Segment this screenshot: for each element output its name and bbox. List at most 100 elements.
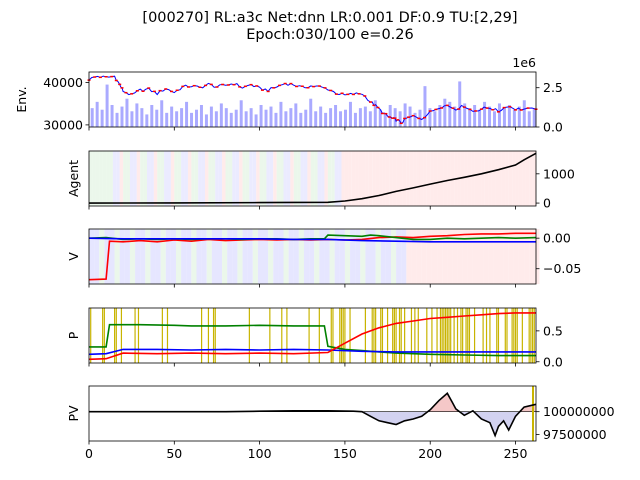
background-band — [431, 229, 438, 284]
background-band — [252, 229, 258, 284]
volume-bar — [314, 111, 318, 127]
background-band — [143, 151, 148, 206]
axis-offset-label: 1e6 — [512, 55, 536, 70]
volume-bar — [378, 109, 382, 127]
volume-bar — [289, 108, 293, 127]
background-band — [534, 229, 540, 284]
volume-bar — [249, 108, 253, 127]
volume-bar — [110, 105, 114, 127]
background-band — [194, 151, 199, 206]
background-band — [341, 151, 345, 206]
background-band — [483, 229, 489, 284]
volume-bar — [219, 103, 223, 127]
chart-title-line1: [000270] RL:a3c Net:dnn LR:0.001 DF:0.9 … — [142, 10, 517, 26]
volume-bar — [100, 109, 104, 127]
background-band — [237, 229, 243, 284]
volume-bar — [224, 108, 228, 127]
background-band — [293, 151, 298, 206]
background-band — [396, 229, 402, 284]
background-band — [222, 229, 228, 284]
background-band — [276, 151, 281, 206]
background-band — [174, 151, 178, 206]
background-band — [515, 151, 519, 206]
volume-bar — [473, 105, 477, 127]
background-band — [355, 151, 359, 206]
background-band — [129, 229, 136, 284]
volume-bar — [398, 111, 402, 127]
background-band — [344, 151, 349, 206]
background-band — [278, 229, 284, 284]
background-band — [319, 229, 325, 284]
volume-bar — [443, 98, 447, 127]
volume-bar — [259, 105, 263, 127]
background-band — [256, 151, 260, 206]
background-band — [493, 229, 499, 284]
background-band — [447, 151, 451, 206]
background-band — [314, 151, 318, 206]
volume-bar — [125, 98, 129, 127]
background-band — [232, 229, 238, 284]
background-band — [116, 151, 120, 206]
background-band — [252, 151, 257, 206]
background-band — [370, 229, 376, 284]
background-band — [164, 151, 168, 206]
background-band — [365, 229, 371, 284]
background-band — [317, 151, 322, 206]
volume-bar — [348, 101, 352, 127]
volume-bar — [145, 114, 149, 127]
background-band — [129, 151, 134, 206]
volume-bar — [388, 105, 392, 127]
volume-bar — [254, 114, 258, 127]
background-band — [399, 151, 403, 206]
background-band — [512, 151, 516, 206]
volume-bar — [497, 103, 501, 127]
background-band — [227, 229, 233, 284]
background-band — [196, 229, 202, 284]
volume-bar — [532, 108, 536, 127]
volume-bar — [403, 103, 407, 127]
background-band — [273, 229, 279, 284]
volume-bar — [199, 105, 203, 127]
background-band — [437, 151, 441, 206]
background-band — [477, 229, 484, 284]
background-band — [245, 151, 250, 206]
background-band — [477, 151, 482, 206]
background-band — [503, 229, 509, 284]
background-band — [297, 151, 301, 206]
y-axis-label: Env. — [14, 86, 29, 112]
series-line-pv-0 — [89, 392, 537, 438]
background-band — [290, 151, 294, 206]
background-band — [145, 229, 151, 284]
volume-bar — [130, 111, 134, 127]
background-band — [348, 151, 352, 206]
pv-loss-area — [89, 411, 536, 436]
background-band — [104, 229, 110, 284]
background-band — [361, 151, 366, 206]
background-band — [177, 151, 182, 206]
background-band — [155, 229, 161, 284]
y-axis-label: P — [66, 331, 81, 339]
background-band — [309, 229, 315, 284]
volume-bar — [448, 101, 452, 127]
background-band — [232, 151, 236, 206]
background-band — [505, 151, 509, 206]
background-band — [360, 229, 366, 284]
background-band — [406, 229, 412, 284]
background-band — [508, 229, 514, 284]
background-band — [259, 151, 264, 206]
volume-bar — [120, 106, 124, 127]
background-band — [488, 229, 494, 284]
volume-bar — [229, 112, 233, 127]
volume-bar — [299, 112, 303, 127]
background-band — [303, 151, 308, 206]
volume-bar — [438, 105, 442, 127]
background-band — [263, 229, 269, 284]
background-band — [268, 229, 274, 284]
y-tick-label-right: 97500000 — [543, 427, 607, 442]
background-band — [467, 229, 473, 284]
background-band — [310, 151, 315, 206]
background-band — [385, 151, 390, 206]
background-band — [411, 229, 417, 284]
background-band — [324, 151, 328, 206]
background-band — [416, 151, 420, 206]
